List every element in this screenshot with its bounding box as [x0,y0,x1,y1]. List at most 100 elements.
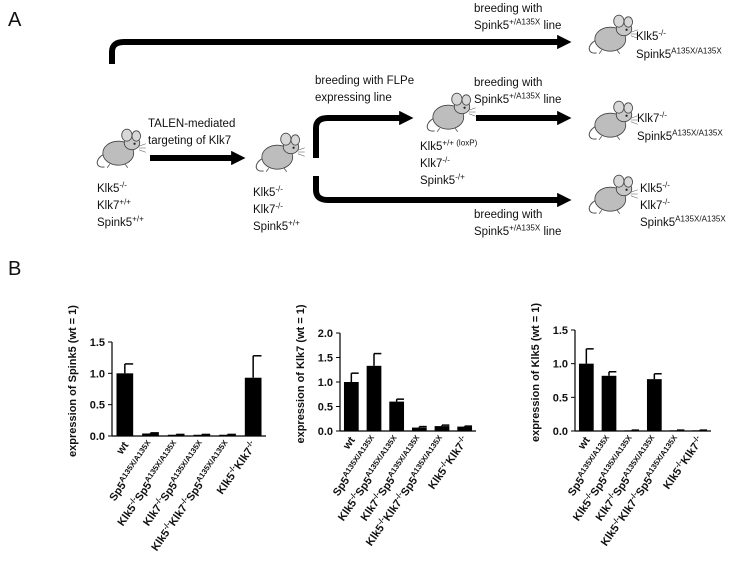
bar [142,433,159,436]
text-part: Spink5 [420,175,455,187]
bar [624,430,640,431]
text-part: Klk5 [97,183,119,195]
superscript: +/+ (loxP) [442,138,477,147]
bar [366,365,382,431]
superscript: -/- [662,180,670,189]
text-part: breeding with [474,77,542,89]
diagram-label: TALEN-mediated [148,118,235,130]
bar [389,401,405,431]
superscript: +/A135X [509,91,541,100]
superscript: -/- [659,110,667,119]
y-tick-label: 1.0 [90,368,105,380]
bar [343,382,359,431]
text-part: Klk7 [637,113,659,125]
superscript: -/- [375,515,387,526]
diagram-label: Klk7-/- [640,197,670,212]
diagram-label: Klk7-/- [420,155,450,170]
superscript: +/+ [288,218,300,227]
superscript: -/- [455,433,467,444]
y-tick-label: 1.5 [553,325,568,337]
superscript: -/- [662,197,670,206]
superscript: -/- [178,495,190,506]
diagram-label: Spink5+/+ [253,218,300,233]
superscript: +/A135X [509,17,541,26]
text-part: Klk5 [640,183,662,195]
text-part: Spink5 [640,217,675,229]
diagram-label: targeting of Klk7 [148,135,231,147]
diagram-label: Klk5-/- [97,180,127,195]
text-part: Klk7 [253,204,275,216]
superscript: -/- [605,490,617,501]
mouse [255,132,305,173]
bar [116,373,134,436]
y-tick-label: 1.5 [318,353,333,365]
diagram-label: Spink5A135X/A135X [637,128,723,143]
arrow [313,176,572,208]
text-part: Sp5 [133,480,154,503]
panel-label: B [8,258,21,280]
y-tick-label: 1.5 [90,337,105,349]
diagram-label: Spink5+/A135X line [474,91,561,106]
superscript: -/- [226,463,238,474]
superscript: -/- [275,184,283,193]
text-part: Sp5 [634,475,655,498]
y-tick-label: 0.0 [553,426,568,438]
text-part: Sp5 [184,480,205,503]
diagram-label: Klk5-/- [636,28,666,43]
text-part: breeding with [474,3,542,15]
superscript: -/- [582,490,594,501]
text-part: wt [575,435,593,453]
text-part: Klk5 [426,466,449,492]
superscript: A135X/A135X [675,214,726,223]
bar [457,426,473,431]
diagram-label: Klk5-/- [640,180,670,195]
y-tick-label: 0.5 [318,402,333,414]
y-tick-label: 2.0 [318,328,333,340]
text-part: Klk5 [215,471,238,497]
bar [646,379,662,431]
text-part: Klk5 [336,498,359,524]
diagram-label: Klk7-/- [253,201,283,216]
text-part: Sp5 [159,480,180,503]
text-part: Klk5 [149,528,172,554]
diagram-label: Klk7-/- [637,110,667,125]
bar [578,363,594,431]
bar [692,430,708,431]
y-axis-label: expression of Klk5 (wt = 1) [530,303,542,442]
x-tick-label: wt [575,435,593,453]
text-part: Klk7 [679,441,702,467]
text-part: targeting of Klk7 [148,135,231,147]
x-tick-label: wt [114,440,132,458]
text-part: Klk5 [253,187,275,199]
mouse [96,128,146,169]
superscript: -/- [673,458,685,469]
arrow [313,110,414,158]
text-part: Klk7 [616,498,639,524]
diagram-label: breeding with FLPe [315,75,414,87]
text-part: line [540,226,561,238]
bar [411,427,427,431]
arrows [109,34,572,208]
superscript: -/- [127,495,139,506]
diagram-label: Spink5A135X/A135X [636,46,722,61]
y-axis-label: expression of Klk7 (wt = 1) [295,304,307,443]
superscript: -/- [347,490,359,501]
y-tick-label: 1.0 [553,359,568,371]
diagram-label: Spink5-/+ [420,172,465,187]
text-part: Klk7 [420,158,442,170]
superscript: -/- [119,180,127,189]
text-part: Klk7 [444,441,467,467]
text-part: breeding with FLPe [315,75,414,87]
diagram-label: breeding with [474,77,542,89]
superscript: -/- [153,495,165,506]
text-part: Klk7 [167,503,190,529]
superscript: A135X/A135X [671,46,722,55]
bar [244,377,262,436]
mouse [588,14,638,55]
text-part: Klk5 [599,523,622,549]
bar [219,434,236,436]
x-tick-label: wt [340,435,358,453]
text-part: Spink5 [637,131,672,143]
text-part: expressing line [315,92,392,104]
